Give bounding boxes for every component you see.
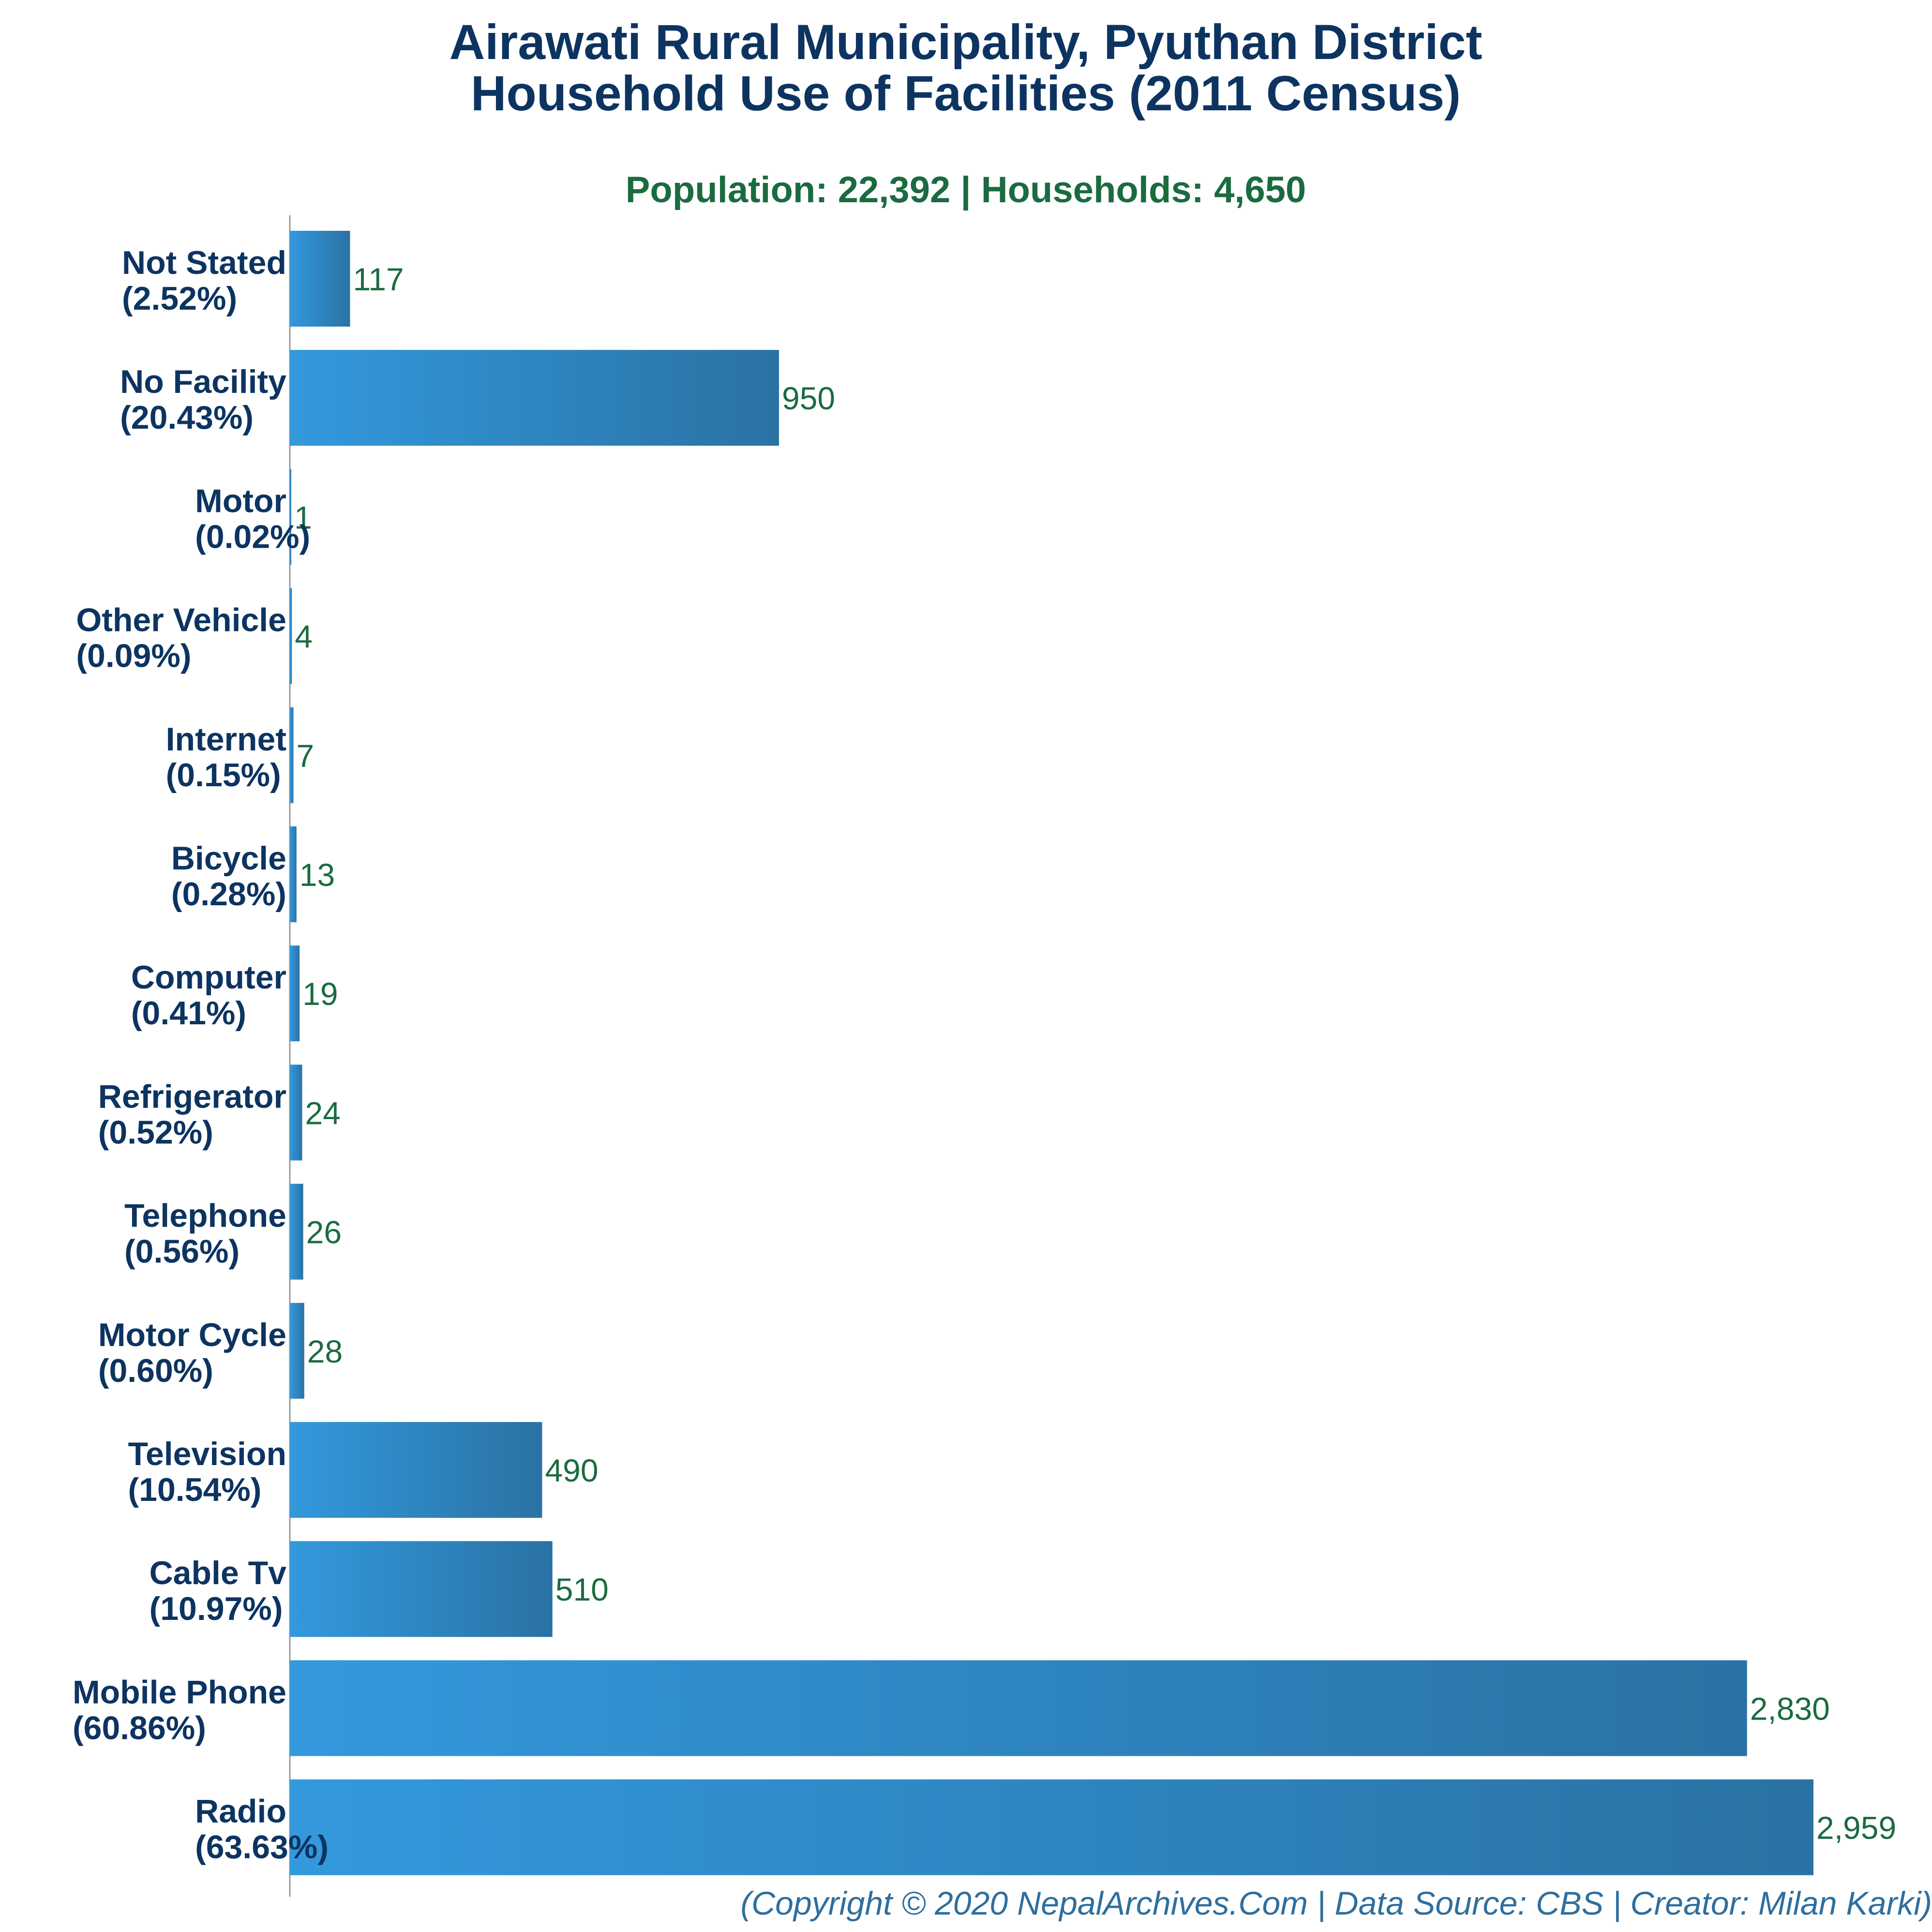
category-label-refrigerator: Refrigerator — [98, 1078, 286, 1115]
category-label-bicycle: Bicycle — [171, 840, 286, 877]
category-label-radio: Radio — [195, 1793, 286, 1830]
value-label-computer: 19 — [302, 976, 338, 1012]
value-label-telephone: 26 — [306, 1214, 342, 1250]
bar-radio — [290, 1779, 1813, 1875]
chart-title-line-2: Household Use of Facilities (2011 Census… — [471, 66, 1461, 121]
value-label-not-stated: 117 — [353, 261, 404, 297]
value-label-bicycle: 13 — [300, 857, 335, 893]
bar-mobile-phone — [290, 1660, 1747, 1756]
percent-label-refrigerator: (0.52%) — [98, 1114, 213, 1151]
value-label-cable-tv: 510 — [555, 1572, 609, 1607]
category-label-telephone: Telephone — [124, 1198, 286, 1234]
percent-label-mobile-phone: (60.86%) — [73, 1709, 206, 1746]
value-label-mobile-phone: 2,830 — [1750, 1691, 1830, 1726]
value-label-motor: 1 — [294, 499, 312, 535]
bar-not-stated — [290, 231, 350, 327]
percent-label-motor-cycle: (0.60%) — [98, 1352, 213, 1389]
percent-label-no-facility: (20.43%) — [120, 399, 254, 436]
category-label-motor-cycle: Motor Cycle — [98, 1317, 286, 1353]
bar-motor-cycle — [290, 1303, 304, 1399]
value-label-motor-cycle: 28 — [307, 1333, 343, 1369]
bar-cable-tv — [290, 1541, 553, 1637]
percent-label-computer: (0.41%) — [131, 995, 246, 1032]
chart-footer: (Copyright © 2020 NepalArchives.Com | Da… — [740, 1885, 1932, 1922]
bar-television — [290, 1422, 542, 1518]
percent-label-television: (10.54%) — [128, 1471, 261, 1508]
category-label-motor: Motor — [195, 482, 286, 519]
category-label-cable-tv: Cable Tv — [150, 1555, 287, 1591]
value-labels-group: 117 950 1 4 7 13 19 24 26 28 490 510 2,830 2,959 — [294, 261, 1896, 1846]
bar-computer — [290, 945, 300, 1042]
category-label-no-facility: No Facility — [120, 363, 286, 400]
bar-no-facility — [290, 350, 779, 446]
percent-label-bicycle: (0.28%) — [171, 876, 286, 913]
category-label-computer: Computer — [131, 959, 286, 996]
category-label-not-stated: Not Stated — [122, 244, 286, 281]
value-label-internet: 7 — [296, 738, 314, 774]
category-label-internet: Internet — [166, 721, 286, 758]
category-label-mobile-phone: Mobile Phone — [73, 1674, 286, 1710]
value-label-television: 490 — [545, 1453, 598, 1488]
bar-telephone — [290, 1183, 303, 1280]
percent-label-internet: (0.15%) — [166, 757, 281, 794]
percent-label-radio: (63.63%) — [195, 1829, 329, 1866]
value-label-other-vehicle: 4 — [295, 619, 313, 655]
chart-subtitle: Population: 22,392 | Households: 4,650 — [626, 169, 1306, 211]
bars-group — [290, 231, 1813, 1875]
percent-label-motor: (0.02%) — [195, 518, 310, 555]
category-label-other-vehicle: Other Vehicle — [76, 602, 286, 639]
category-label-television: Television — [128, 1436, 286, 1472]
percent-label-telephone: (0.56%) — [124, 1233, 240, 1270]
value-label-radio: 2,959 — [1816, 1810, 1896, 1846]
value-label-refrigerator: 24 — [305, 1095, 341, 1131]
percent-label-other-vehicle: (0.09%) — [76, 638, 191, 674]
bar-refrigerator — [290, 1064, 302, 1161]
value-label-no-facility: 950 — [782, 380, 835, 416]
bar-internet — [290, 707, 294, 803]
chart-title-line-1: Airawati Rural Municipality, Pyuthan Dis… — [449, 15, 1483, 70]
category-labels-group: Not Stated(2.52%) No Facility(20.43%) Moto… — [73, 244, 329, 1866]
bar-bicycle — [290, 826, 297, 922]
percent-label-not-stated: (2.52%) — [122, 280, 237, 317]
bar-other-vehicle — [290, 588, 292, 684]
percent-label-cable-tv: (10.97%) — [150, 1590, 283, 1627]
bar-motor — [290, 469, 291, 565]
